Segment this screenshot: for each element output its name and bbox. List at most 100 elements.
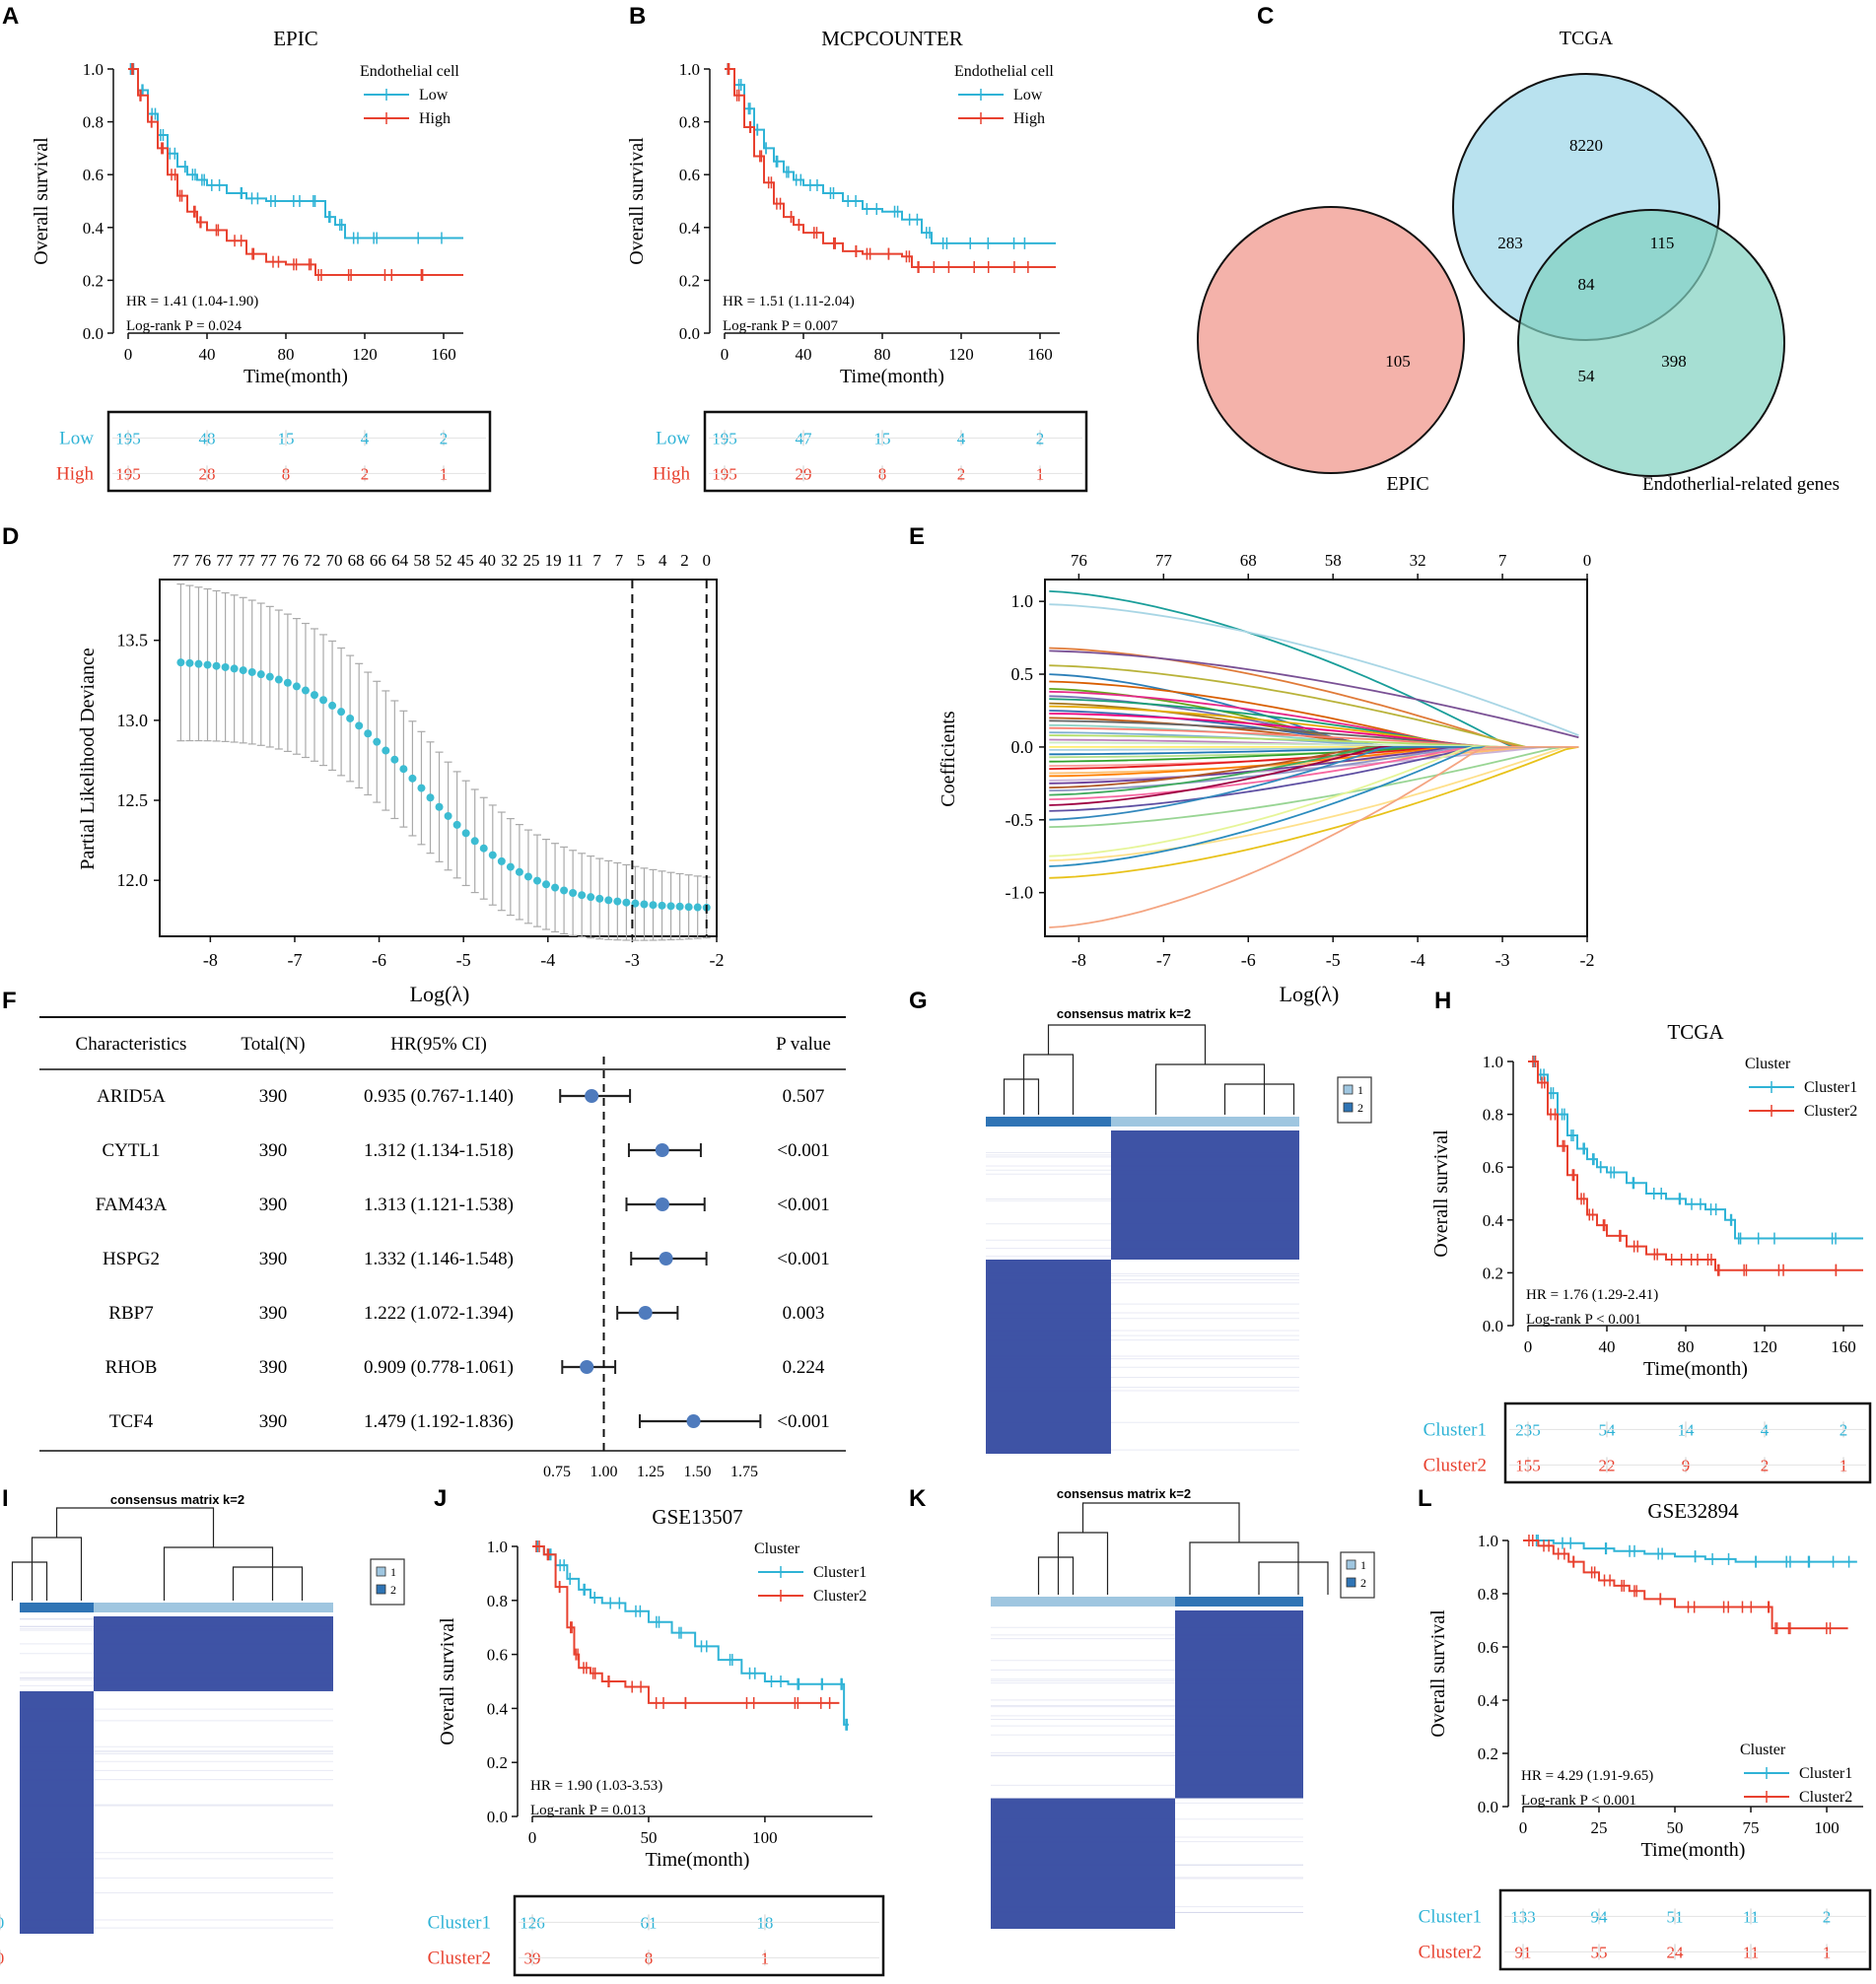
h-xtick-label: 40 <box>1599 1337 1616 1356</box>
cv-point <box>203 660 212 669</box>
h-xtick-label: 160 <box>1831 1337 1856 1356</box>
h-ytick-label: 0.8 <box>1483 1106 1503 1125</box>
cv-top-tick-label: 7 <box>615 551 624 570</box>
lasso-xtick-label: -7 <box>1156 950 1171 970</box>
l-logrank-text: Log-rank P < 0.001 <box>1521 1793 1636 1809</box>
cv-ytick-label: 12.0 <box>117 870 149 890</box>
forest-row-hr: 1.332 (1.146-1.548) <box>364 1249 514 1269</box>
cv-top-tick-label: 11 <box>567 551 583 570</box>
h-logrank-text: Log-rank P < 0.001 <box>1526 1312 1641 1328</box>
venn-label-endo: Endotherlial-related genes <box>1642 474 1840 495</box>
b-legend-label: Low <box>1013 87 1043 103</box>
b-ytick-label: 0.4 <box>679 219 701 238</box>
j-xtick-label: 50 <box>640 1828 657 1847</box>
j-risk-table <box>513 1894 885 1977</box>
panel-label-H: H <box>1434 988 1451 1014</box>
j-risk-count: 0 <box>0 1913 4 1932</box>
lasso-ytick-label: -1.0 <box>1006 883 1034 903</box>
b-ytick-label: 1.0 <box>679 60 700 79</box>
h-title: TCGA <box>1667 1020 1724 1044</box>
h-risk-table <box>1503 1402 1872 1484</box>
l-ytick-label: 1.0 <box>1478 1532 1498 1550</box>
lasso-coef-path <box>1049 664 1579 748</box>
panel-label-D: D <box>2 523 19 550</box>
h-legend-label: Cluster2 <box>1804 1103 1857 1120</box>
forest-hr-point <box>580 1360 594 1374</box>
lasso-xtick-label: -3 <box>1495 950 1510 970</box>
i-legend-box <box>370 1558 405 1606</box>
a-xtick-label: 120 <box>352 345 378 364</box>
a-xtick-label: 80 <box>278 345 295 364</box>
forest-xtick-label: 1.50 <box>684 1464 712 1480</box>
panel-label-J: J <box>434 1485 447 1512</box>
j-xlabel: Time(month) <box>646 1849 750 1871</box>
lasso-coef-plot: Coefficients Log(λ) <box>938 579 1588 1006</box>
a-ytick-label: 0.8 <box>83 113 104 132</box>
g-cluster-bar-1 <box>986 1117 1111 1127</box>
k-block-a <box>991 1610 1175 1799</box>
cv-point <box>194 659 203 668</box>
forest-row-name: RBP7 <box>108 1303 153 1324</box>
forest-hr-point <box>655 1197 669 1211</box>
j-legend-title: Cluster <box>754 1540 800 1557</box>
forest-row-p: <0.001 <box>777 1249 829 1269</box>
j-ytick-label: 0.2 <box>487 1753 508 1772</box>
forest-row-name: TCF4 <box>109 1411 154 1432</box>
k-legend-label-2: 2 <box>1360 1576 1366 1590</box>
forest-row-total: 390 <box>259 1357 288 1378</box>
forest-plot: Characteristics Total(N) HR(95% CI) P va… <box>39 1016 846 1452</box>
cv-top-tick-label: 72 <box>304 551 320 570</box>
a-legend-label: High <box>419 110 451 127</box>
cv-point <box>515 867 523 876</box>
cv-series: 12.012.513.013.5-8 -7 -6 -5 -4 -3 -277 76 77 77 77… <box>117 551 725 970</box>
forest-row-total: 390 <box>259 1195 288 1215</box>
cv-point <box>488 851 497 859</box>
b-legend-title: Endothelial cell <box>954 63 1054 80</box>
cv-point <box>239 666 247 675</box>
i-dendrogram <box>11 1507 304 1601</box>
forest-hr-point <box>659 1252 673 1266</box>
a-ylabel: Overall survival <box>31 137 52 265</box>
cv-top-tick-label: 70 <box>325 551 342 570</box>
l-xtick-label: 75 <box>1743 1818 1760 1837</box>
l-ylabel: Overall survival <box>1427 1609 1449 1738</box>
cv-point <box>301 686 310 695</box>
b-xtick-label: 120 <box>948 345 974 364</box>
cv-top-tick-label: 19 <box>545 551 562 570</box>
cv-top-tick-label: 2 <box>680 551 689 570</box>
venn-circle-epic <box>1197 206 1465 474</box>
h-ytick-label: 0.2 <box>1483 1264 1503 1282</box>
cv-point <box>631 899 640 908</box>
cv-top-tick-label: 68 <box>348 551 365 570</box>
b-risk-group-label: Low <box>656 428 690 448</box>
g-dendrogram <box>1003 1024 1295 1115</box>
forest-row-hr: 1.222 (1.072-1.394) <box>364 1303 514 1324</box>
forest-header-characteristics: Characteristics <box>76 1034 187 1055</box>
l-risk-group-label: Cluster2 <box>1419 1942 1482 1962</box>
cv-top-tick-label: 77 <box>239 551 256 570</box>
a-km-panel: EPIC 0.0 0.2 0.4 0.6 0.8 1.0 0 40 80 120 160 Time(mo… <box>31 27 492 493</box>
lasso-ylabel: Coefficients <box>938 711 959 807</box>
k-legend-swatch-2 <box>1346 1577 1356 1588</box>
cv-point <box>319 696 328 705</box>
forest-row-name: RHOB <box>105 1357 158 1378</box>
b-title: MCPCOUNTER <box>821 27 963 50</box>
forest-xtick-label: 1.00 <box>591 1464 618 1480</box>
forest-row-p: <0.001 <box>777 1140 829 1161</box>
cv-top-tick-label: 25 <box>522 551 539 570</box>
cv-top-tick-label: 77 <box>216 551 234 570</box>
a-curve-low <box>128 68 463 239</box>
forest-hr-point <box>638 1306 653 1320</box>
forest-row-hr: 1.312 (1.134-1.518) <box>364 1140 514 1161</box>
i-block-a <box>20 1616 94 1691</box>
forest-hr-point <box>655 1143 669 1157</box>
forest-header-hr: HR(95% CI) <box>390 1034 487 1055</box>
j-title: GSE13507 <box>652 1505 742 1529</box>
l-ytick-label: 0.6 <box>1478 1638 1498 1657</box>
k-dendrogram <box>1037 1502 1329 1595</box>
lasso-coef-path <box>1049 603 1579 736</box>
cv-point <box>382 746 390 755</box>
panel-label-C: C <box>1257 3 1274 30</box>
b-curve-low <box>725 68 1056 244</box>
k-consensus-panel: consensus matrix k=2 1 2 <box>991 1486 1375 1929</box>
